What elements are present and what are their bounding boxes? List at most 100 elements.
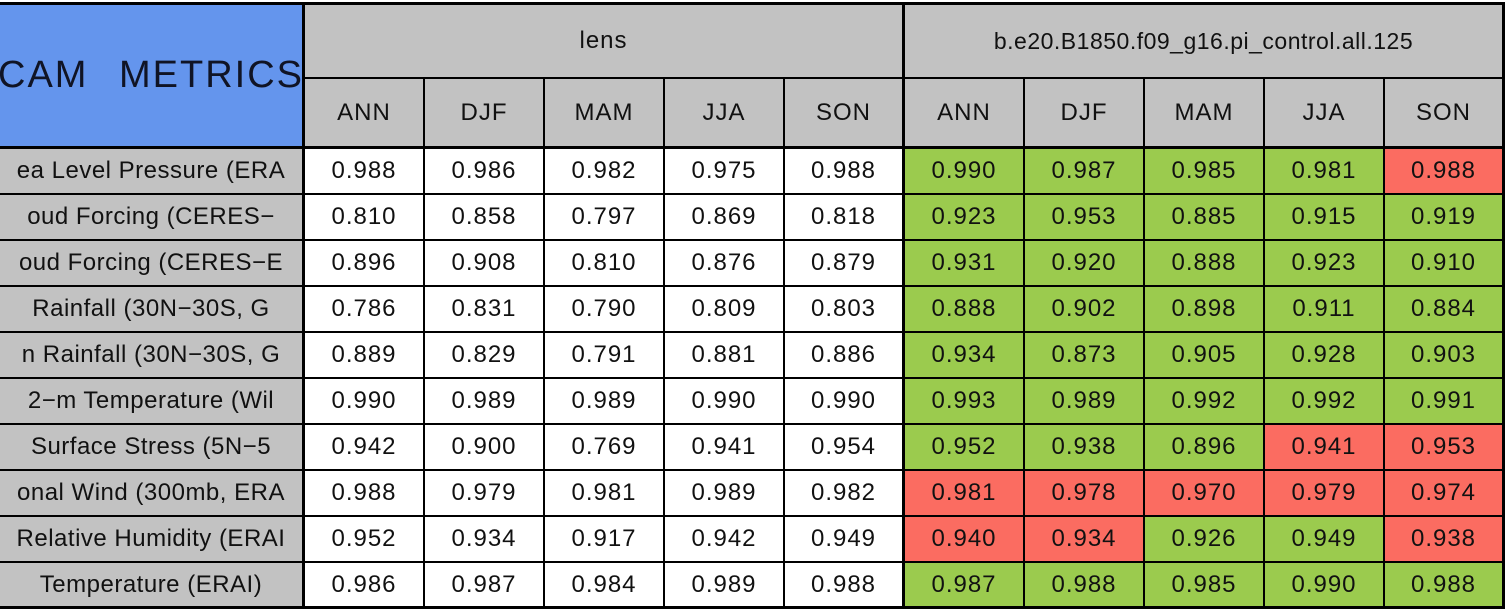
metric-value-cell: 0.934 [905,333,1025,379]
metric-value-cell: 0.988 [1025,563,1145,609]
metric-label: Rainfall (30N−30S, G [0,287,305,333]
metric-value-cell: 0.900 [425,425,545,471]
metric-value-cell: 0.978 [1025,471,1145,517]
metric-value-cell: 0.989 [665,563,785,609]
metric-label: 2−m Temperature (Wil [0,379,305,425]
metric-value-cell: 0.858 [425,195,545,241]
metric-value-cell: 0.982 [545,149,665,195]
metric-value-cell: 0.803 [785,287,905,333]
metric-value-cell: 0.934 [425,517,545,563]
column-group-header-control: b.e20.B1850.f09_g16.pi_control.all.125 [905,5,1505,79]
metric-value-cell: 0.993 [905,379,1025,425]
metric-value-cell: 0.988 [305,149,425,195]
metric-label: Surface Stress (5N−5 [0,425,305,471]
metric-value-cell: 0.898 [1145,287,1265,333]
metric-value-cell: 0.786 [305,287,425,333]
metric-value-cell: 0.908 [425,241,545,287]
season-header: ANN [305,79,425,149]
metric-value-cell: 0.990 [1265,563,1385,609]
metric-value-cell: 0.989 [425,379,545,425]
metric-value-cell: 0.919 [1385,195,1505,241]
metric-value-cell: 0.888 [905,287,1025,333]
metric-value-cell: 0.923 [1265,241,1385,287]
metric-value-cell: 0.911 [1265,287,1385,333]
metric-value-cell: 0.797 [545,195,665,241]
metric-value-cell: 0.984 [545,563,665,609]
metric-value-cell: 0.926 [1145,517,1265,563]
season-header: JJA [665,79,785,149]
metric-value-cell: 0.881 [665,333,785,379]
metric-value-cell: 0.938 [1385,517,1505,563]
season-header: MAM [545,79,665,149]
metric-value-cell: 0.920 [1025,241,1145,287]
season-header: ANN [905,79,1025,149]
metric-value-cell: 0.986 [305,563,425,609]
metric-value-cell: 0.952 [905,425,1025,471]
metric-value-cell: 0.988 [785,149,905,195]
metric-value-cell: 0.985 [1145,149,1265,195]
metric-value-cell: 0.810 [305,195,425,241]
metric-value-cell: 0.987 [1025,149,1145,195]
metric-value-cell: 0.831 [425,287,545,333]
metric-value-cell: 0.954 [785,425,905,471]
metric-value-cell: 0.989 [665,471,785,517]
metric-label: oud Forcing (CERES−E [0,241,305,287]
table-title: CAM METRICS [0,5,305,149]
metric-value-cell: 0.879 [785,241,905,287]
metric-label: Relative Humidity (ERAI [0,517,305,563]
metric-value-cell: 0.990 [305,379,425,425]
metric-value-cell: 0.810 [545,241,665,287]
metric-value-cell: 0.988 [305,471,425,517]
metric-value-cell: 0.905 [1145,333,1265,379]
metric-value-cell: 0.991 [1385,379,1505,425]
metric-label: ea Level Pressure (ERA [0,149,305,195]
metric-value-cell: 0.942 [665,517,785,563]
metric-value-cell: 0.915 [1265,195,1385,241]
season-header: DJF [1025,79,1145,149]
metric-value-cell: 0.869 [665,195,785,241]
metric-value-cell: 0.884 [1385,287,1505,333]
metric-value-cell: 0.885 [1145,195,1265,241]
metric-value-cell: 0.923 [905,195,1025,241]
metric-value-cell: 0.873 [1025,333,1145,379]
metric-value-cell: 0.889 [305,333,425,379]
metric-value-cell: 0.941 [1265,425,1385,471]
metric-value-cell: 0.949 [1265,517,1385,563]
metric-value-cell: 0.952 [305,517,425,563]
metric-value-cell: 0.910 [1385,241,1505,287]
metric-value-cell: 0.981 [545,471,665,517]
metric-value-cell: 0.940 [905,517,1025,563]
metric-value-cell: 0.970 [1145,471,1265,517]
metric-value-cell: 0.986 [425,149,545,195]
metric-value-cell: 0.876 [665,241,785,287]
metric-label: Temperature (ERAI) [0,563,305,609]
metric-value-cell: 0.942 [305,425,425,471]
metric-value-cell: 0.985 [1145,563,1265,609]
metric-value-cell: 0.934 [1025,517,1145,563]
metric-value-cell: 0.941 [665,425,785,471]
metric-value-cell: 0.928 [1265,333,1385,379]
metric-value-cell: 0.902 [1025,287,1145,333]
metric-value-cell: 0.992 [1265,379,1385,425]
metric-value-cell: 0.949 [785,517,905,563]
metric-value-cell: 0.988 [785,563,905,609]
metric-value-cell: 0.992 [1145,379,1265,425]
season-header: MAM [1145,79,1265,149]
metric-value-cell: 0.953 [1385,425,1505,471]
metric-value-cell: 0.896 [305,241,425,287]
metric-value-cell: 0.979 [1265,471,1385,517]
metric-value-cell: 0.903 [1385,333,1505,379]
metric-value-cell: 0.979 [425,471,545,517]
metric-value-cell: 0.987 [425,563,545,609]
season-header: SON [785,79,905,149]
metric-value-cell: 0.917 [545,517,665,563]
column-group-header-lens: lens [305,5,905,79]
metric-value-cell: 0.988 [1385,563,1505,609]
metric-value-cell: 0.818 [785,195,905,241]
metric-value-cell: 0.981 [905,471,1025,517]
metric-value-cell: 0.896 [1145,425,1265,471]
season-header: JJA [1265,79,1385,149]
metric-label: onal Wind (300mb, ERA [0,471,305,517]
metric-value-cell: 0.931 [905,241,1025,287]
